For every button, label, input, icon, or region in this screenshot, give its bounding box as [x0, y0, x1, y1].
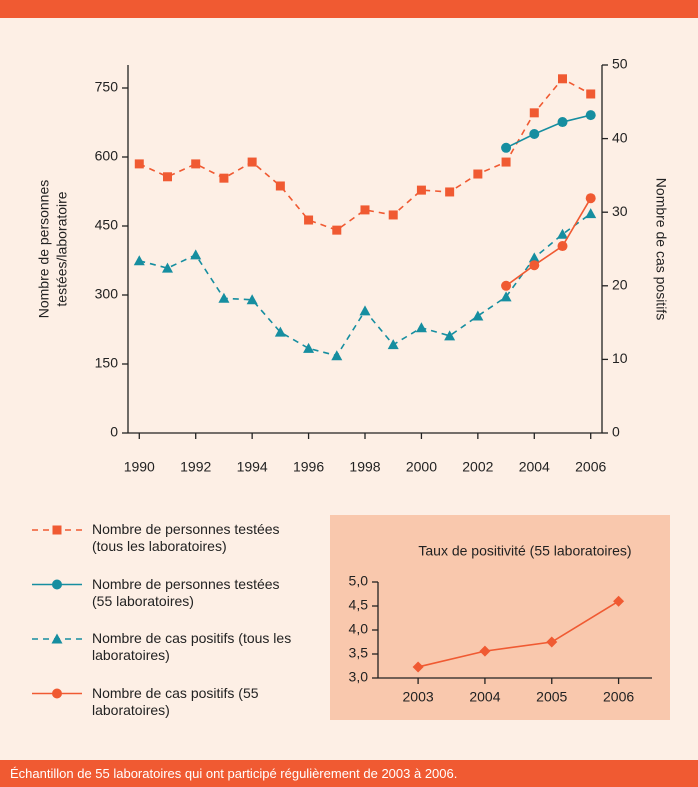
y-tick-label: 4,0: [349, 621, 369, 637]
marker: [585, 193, 596, 204]
y-tick-label: 5,0: [349, 573, 369, 589]
marker: [162, 262, 173, 273]
y-tick-label: 3,5: [349, 645, 369, 661]
legend-label: Nombre de cas positifs (tous les laborat…: [92, 630, 292, 663]
inset-title: Taux de positivité (55 laboratoires): [418, 543, 631, 559]
y-axis-label: testées/laboratoire: [54, 191, 70, 306]
legend-marker: [51, 633, 63, 644]
marker: [388, 210, 398, 220]
y2-tick-label: 20: [612, 277, 628, 293]
y-tick-label: 4,5: [349, 597, 369, 613]
y-tick-label: 750: [95, 79, 119, 95]
y-tick-label: 600: [95, 148, 119, 164]
marker: [360, 205, 370, 215]
marker: [529, 108, 539, 118]
y-tick-label: 300: [95, 286, 119, 302]
x-tick-label: 2006: [603, 689, 634, 705]
y2-tick-label: 0: [612, 424, 620, 440]
marker: [416, 185, 426, 195]
marker: [134, 159, 144, 169]
marker: [501, 157, 511, 167]
y2-axis-label: Nombre de cas positifs: [653, 178, 669, 320]
marker: [275, 181, 285, 191]
marker: [387, 339, 399, 350]
marker: [359, 305, 371, 316]
marker: [613, 595, 625, 607]
marker: [585, 110, 596, 121]
y2-tick-label: 10: [612, 350, 628, 366]
marker: [415, 322, 427, 333]
marker: [274, 326, 286, 337]
y-tick-label: 0: [110, 424, 118, 440]
marker: [473, 169, 483, 179]
x-tick-label: 1998: [349, 459, 380, 475]
legend-marker: [52, 525, 62, 535]
y2-tick-label: 50: [612, 56, 628, 72]
x-tick-label: 2003: [403, 689, 434, 705]
inset-panel: [330, 515, 670, 720]
marker: [479, 645, 491, 657]
legend-label: Nombre de personnes testées (tous les la…: [92, 521, 280, 554]
marker: [557, 241, 568, 252]
x-tick-label: 1992: [180, 459, 211, 475]
marker: [500, 291, 512, 302]
marker: [332, 225, 342, 235]
marker: [303, 342, 315, 353]
legend-marker: [52, 579, 62, 590]
legend-label: Nombre de personnes testées (55 laborato…: [92, 575, 280, 609]
x-tick-label: 2006: [575, 459, 606, 475]
x-tick-label: 2005: [536, 689, 567, 705]
marker: [558, 74, 567, 84]
series-line: [417, 600, 620, 668]
legend-marker: [52, 688, 62, 699]
marker: [557, 228, 568, 239]
footnote: Échantillon de 55 laboratoires qui ont p…: [0, 760, 698, 787]
marker: [472, 310, 484, 321]
marker: [529, 260, 540, 271]
y2-tick-label: 40: [612, 129, 628, 145]
y-axis-label: Nombre de personnes: [36, 180, 52, 319]
legend-label: Nombre de cas positifs (55 laboratoires): [92, 684, 259, 718]
y2-tick-label: 30: [612, 203, 628, 219]
marker: [501, 142, 512, 153]
marker: [219, 173, 229, 183]
series-line: [505, 114, 591, 149]
marker: [585, 208, 597, 219]
marker: [412, 661, 424, 673]
x-tick-label: 1996: [293, 459, 324, 475]
marker: [501, 280, 512, 291]
x-tick-label: 2004: [469, 689, 500, 705]
series-line: [505, 197, 592, 287]
marker: [163, 172, 172, 182]
marker: [529, 129, 540, 139]
x-tick-label: 1994: [237, 459, 268, 475]
marker: [190, 249, 202, 260]
marker: [218, 292, 230, 303]
marker: [546, 636, 558, 648]
marker: [557, 117, 568, 128]
y-tick-label: 150: [95, 355, 119, 371]
marker: [586, 89, 596, 99]
series-line: [139, 213, 592, 357]
y-tick-label: 3,0: [349, 669, 369, 685]
marker: [445, 187, 455, 197]
marker: [304, 215, 314, 225]
y-tick-label: 450: [95, 217, 119, 233]
marker: [191, 159, 201, 169]
marker: [444, 330, 456, 341]
x-tick-label: 2004: [519, 459, 550, 475]
marker: [528, 252, 540, 263]
marker: [246, 294, 258, 305]
x-tick-label: 2000: [406, 459, 437, 475]
marker: [133, 255, 145, 266]
top-band: [0, 0, 698, 18]
marker: [247, 157, 257, 167]
x-tick-label: 2002: [462, 459, 493, 475]
x-tick-label: 1990: [124, 459, 155, 475]
marker: [331, 350, 343, 361]
